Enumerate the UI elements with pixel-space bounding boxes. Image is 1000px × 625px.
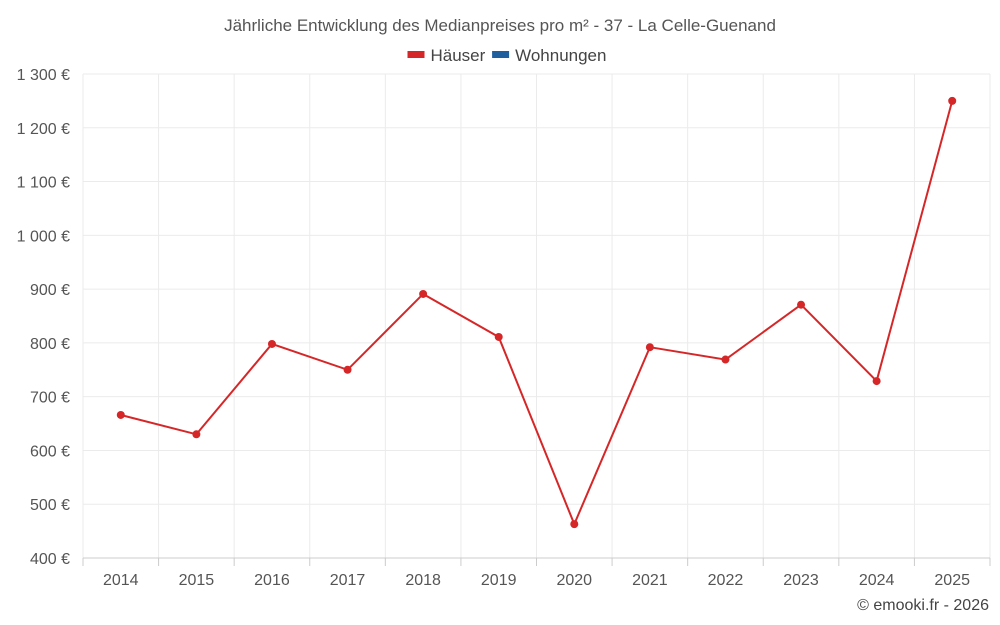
x-tick-label: 2023 — [783, 572, 819, 589]
data-point[interactable] — [721, 355, 730, 364]
y-tick-label: 1 100 € — [17, 175, 70, 192]
y-tick-label: 600 € — [30, 443, 70, 460]
data-point[interactable] — [419, 289, 428, 298]
legend-item[interactable]: Wohnungen — [492, 46, 606, 65]
x-tick-label: 2017 — [330, 572, 366, 589]
x-tick-label: 2024 — [859, 572, 895, 589]
series-layer — [116, 96, 957, 529]
y-tick-label: 900 € — [30, 282, 70, 299]
data-point[interactable] — [645, 343, 654, 352]
x-tick-label: 2016 — [254, 572, 290, 589]
legend-label: Wohnungen — [515, 46, 606, 65]
y-tick-label: 500 € — [30, 497, 70, 514]
legend-swatch — [492, 51, 510, 58]
y-tick-label: 400 € — [30, 551, 70, 568]
legend: Häuser Wohnungen — [407, 46, 606, 65]
x-tick-label: 2022 — [708, 572, 744, 589]
y-tick-label: 800 € — [30, 336, 70, 353]
data-point[interactable] — [570, 520, 579, 529]
x-tick-label: 2018 — [405, 572, 441, 589]
x-tick-label: 2020 — [556, 572, 592, 589]
x-tick-label: 2015 — [179, 572, 215, 589]
series-häuser — [116, 96, 957, 529]
x-tick-label: 2014 — [103, 572, 139, 589]
legend-swatch — [407, 51, 425, 58]
data-point[interactable] — [343, 365, 352, 374]
data-point[interactable] — [797, 300, 806, 309]
x-tick-label: 2025 — [934, 572, 970, 589]
x-tick-label: 2019 — [481, 572, 517, 589]
copyright-credit: © emooki.fr - 2026 — [857, 597, 989, 614]
data-point[interactable] — [948, 96, 957, 105]
y-tick-label: 700 € — [30, 390, 70, 407]
x-axis-ticks: 2014 2015 2016 2017 2018 2019 2020 2021 2022 2023… — [103, 572, 970, 589]
x-tick-label: 2021 — [632, 572, 668, 589]
y-axis-ticks: 400 € 500 € 600 € 700 € 800 € 900 € 1 000 € 1 1… — [17, 67, 70, 568]
data-point[interactable] — [192, 430, 201, 439]
legend-label: Häuser — [431, 46, 486, 65]
y-tick-label: 1 000 € — [17, 228, 70, 245]
series-line — [120, 100, 954, 527]
data-point[interactable] — [494, 332, 503, 341]
y-tick-label: 1 300 € — [17, 67, 70, 84]
data-point[interactable] — [116, 410, 125, 419]
data-point[interactable] — [267, 339, 276, 348]
legend-item[interactable]: Häuser — [407, 46, 486, 65]
grid — [82, 73, 991, 566]
data-point[interactable] — [872, 377, 881, 386]
y-tick-label: 1 200 € — [17, 121, 70, 138]
chart-title: Jährliche Entwicklung des Medianpreises … — [224, 16, 776, 35]
